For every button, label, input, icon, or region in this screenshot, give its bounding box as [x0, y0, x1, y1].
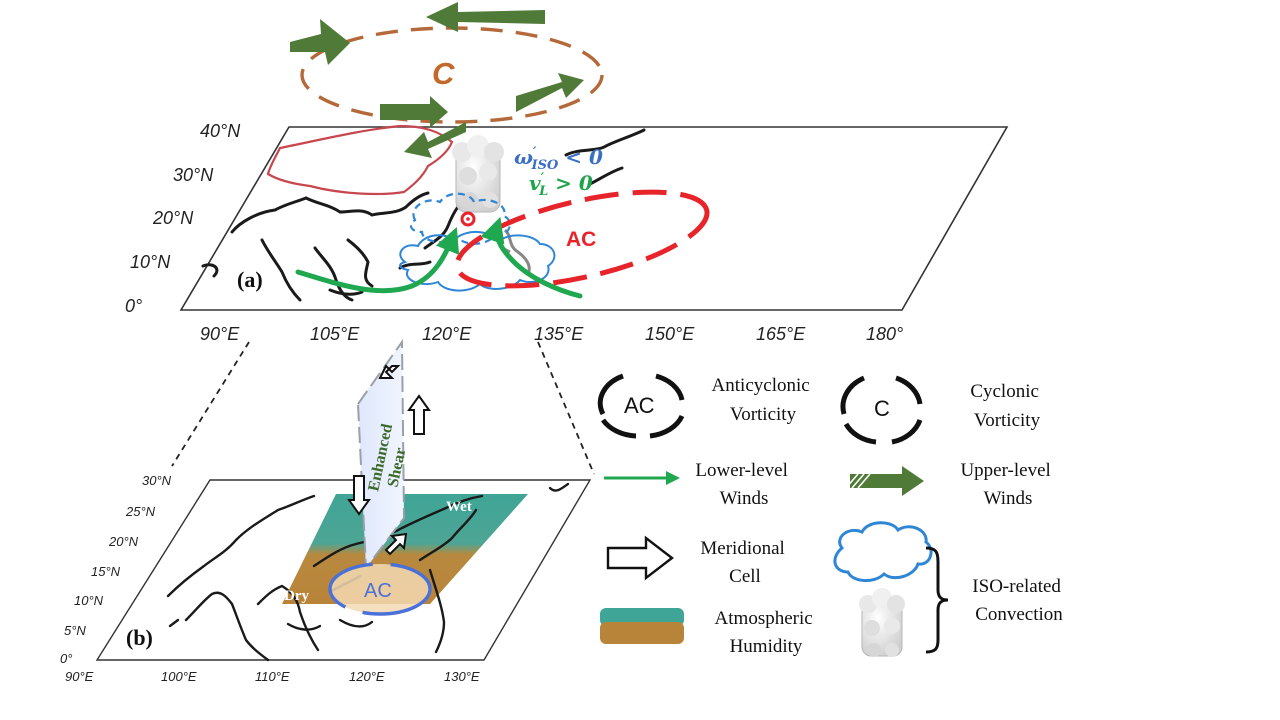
panel-a-lat-tick: 10°N [130, 252, 171, 272]
panel-a-lat-tick: 0° [125, 296, 142, 316]
lower-wind-arrow [480, 216, 583, 299]
panel-b-lat-tick: 5°N [64, 623, 86, 638]
upper-wind-arrow [380, 96, 448, 128]
legend-convection-brace [925, 546, 949, 654]
panel-a-lon-tick: 105°E [310, 324, 360, 344]
legend-cyclonic-symbol: C [840, 375, 923, 445]
dry-label: Dry [284, 588, 309, 604]
legend-anticyclonic-symbol: AC [597, 373, 685, 439]
legend-convection-column-icon [859, 588, 905, 657]
legend-cyclonic-label: Cyclonic Vorticity [970, 381, 1043, 431]
panel-a-label: (a) [237, 267, 263, 292]
panel-b-lon-tick: 130°E [444, 669, 480, 684]
panel-a-lat-tick: 30°N [173, 165, 214, 185]
upper-wind-arrow [426, 2, 545, 32]
vortex-center-dot [466, 217, 470, 221]
panel-a-lon-tick: 165°E [756, 324, 806, 344]
panel-b-anticyclone-label: AC [364, 580, 392, 602]
panel-a-lon-tick: 90°E [200, 324, 240, 344]
meridional-arrow-down [347, 475, 371, 516]
legend-upper-wind-arrow [845, 466, 924, 496]
panel-b-lat-tick: 10°N [74, 593, 104, 608]
iso-convection-column [452, 135, 504, 213]
legend-humidity-label: Atmospheric Humidity [715, 608, 818, 657]
panel-b-lat-tick: 30°N [142, 473, 172, 488]
upper-level-wind-arrows [290, 2, 584, 158]
panel-b-lon-tick: 100°E [161, 669, 197, 684]
anticyclone-ring [454, 189, 710, 289]
panel-b-lon-tick: 120°E [349, 669, 385, 684]
upper-cyclone-label: C [432, 56, 455, 91]
legend-meridional-label: Meridional Cell [700, 538, 789, 587]
panel-b-lat-tick: 0° [60, 651, 72, 666]
panel-b-lon-tick: 90°E [65, 669, 94, 684]
legend: AC Anticyclonic Vorticity C Cyclonic Vor… [597, 373, 1065, 657]
legend-ac-symbol-text: AC [624, 393, 655, 418]
panel-b-anticyclone-ring [328, 562, 432, 616]
panel-a-map-frame [179, 126, 1009, 311]
lower-level-wind-arrows [295, 216, 583, 299]
legend-anticyclonic-label: Anticyclonic Vorticity [712, 375, 815, 425]
panel-b: 30°N 25°N 20°N 15°N 10°N 5°N 0° 90°E 100… [60, 338, 592, 684]
upper-wind-arrow [404, 122, 466, 158]
legend-lower-wind-label: Lower-level Winds [695, 460, 792, 509]
meridional-arrow-up [407, 394, 431, 435]
panel-a-lon-tick: 135°E [534, 324, 584, 344]
anticyclone-label: AC [566, 228, 596, 251]
legend-humidity-swatch [600, 608, 684, 644]
upper-wind-arrow [516, 73, 584, 112]
panel-b-lat-tick: 25°N [125, 504, 156, 519]
panel-b-anticyclone-fill [330, 564, 430, 614]
legend-c-symbol-text: C [874, 396, 890, 421]
panel-b-lat-tick: 20°N [108, 534, 139, 549]
lower-wind-arrow [295, 227, 460, 294]
upper-wind-arrow [290, 19, 350, 65]
meridional-cell-arrows [347, 364, 431, 556]
legend-lower-wind-arrow [604, 471, 680, 485]
wet-label: Wet [446, 499, 472, 515]
panel-b-lon-tick: 110°E [255, 669, 290, 684]
panel-a-lat-tick: 40°N [200, 121, 241, 141]
meridional-arrow-northwest [378, 364, 401, 379]
legend-convection-cloud-icon [833, 521, 933, 582]
panel-a-lon-tick: 180° [866, 324, 903, 344]
v-annotation: v′ L > 0 [529, 171, 593, 199]
panel-a-lon-tick: 120°E [422, 324, 472, 344]
zoom-connector-left [171, 341, 250, 467]
enhanced-shear-plane [356, 338, 406, 571]
panel-a-lat-tick: 20°N [152, 208, 194, 228]
meridional-arrow-northeast [384, 532, 408, 556]
zoom-connector-right [537, 341, 595, 475]
panel-a-lon-tick: 150°E [645, 324, 695, 344]
china-border [266, 124, 454, 196]
panel-b-label: (b) [126, 625, 153, 650]
legend-convection-label: ISO-related Convection [972, 576, 1065, 625]
legend-meridional-arrow [606, 535, 674, 581]
omega-annotation: ω′ ISO < 0 [514, 145, 603, 173]
panel-a: 40°N 30°N 20°N 10°N 0° 90°E 105°E 120°E … [125, 2, 1009, 344]
legend-upper-wind-label: Upper-level Winds [960, 460, 1055, 509]
panel-b-lat-tick: 15°N [91, 564, 121, 579]
vortex-center-marker [460, 211, 476, 227]
convection-cloud-dashed [409, 192, 511, 245]
